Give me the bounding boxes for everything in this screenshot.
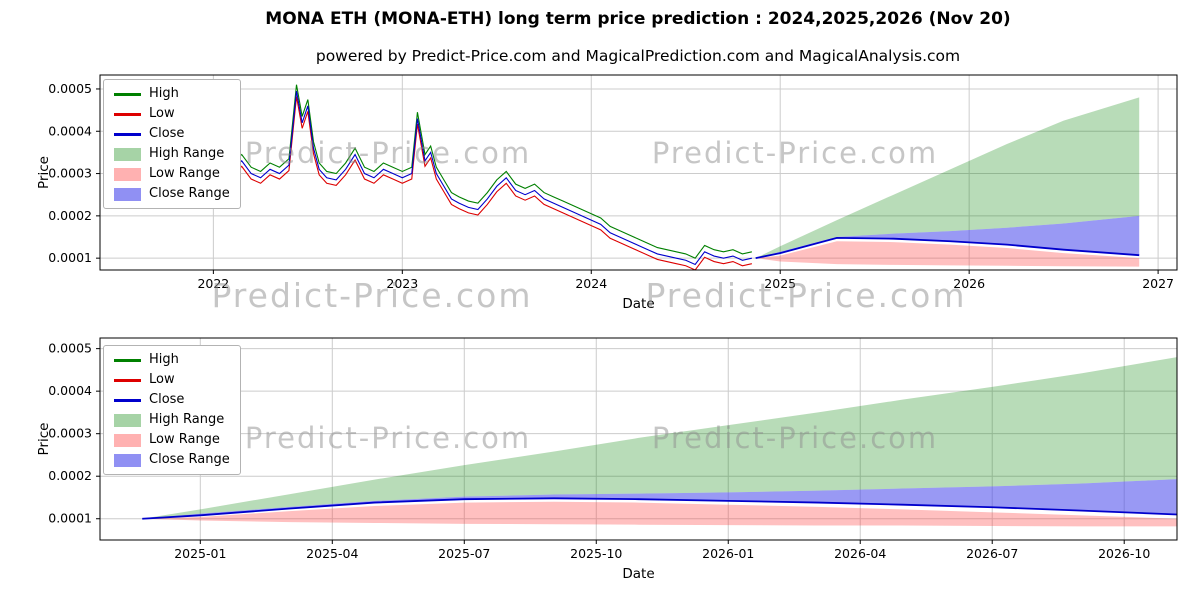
legend-item: High Range xyxy=(114,413,230,427)
x-tick-label: 2026 xyxy=(953,276,985,291)
legend-swatch-low-range-icon xyxy=(114,167,141,181)
chart-title: MONA ETH (MONA-ETH) long term price pred… xyxy=(265,9,1011,29)
grid xyxy=(100,75,1177,270)
legend-label: High xyxy=(149,86,179,101)
legend-label: High xyxy=(149,352,179,367)
grid xyxy=(100,338,1177,540)
x-tick-label: 2025-01 xyxy=(174,546,226,561)
legend-label: Low Range xyxy=(149,166,220,181)
legend-swatch-high-icon xyxy=(114,92,141,96)
x-tick-label: 2026-10 xyxy=(1098,546,1150,561)
legend-item: High xyxy=(114,87,230,101)
legend-item: Low xyxy=(114,107,230,121)
axes: 2022 2023 2024 2025 2026 2027 0.0001 0.0002 0.00… xyxy=(48,81,1174,291)
x-tick-label: 2025 xyxy=(764,276,796,291)
x-tick-label: 2027 xyxy=(1142,276,1174,291)
x-tick-label: 2026-01 xyxy=(702,546,754,561)
legend-item: High xyxy=(114,353,230,367)
legend-swatch-low-icon xyxy=(114,378,141,382)
forecast-close-line xyxy=(755,236,1140,260)
legend: High Low Close High Range Low Range Close Ran… xyxy=(103,79,241,209)
legend-item: Close Range xyxy=(114,453,230,467)
legend-label: High Range xyxy=(149,412,225,427)
y-tick-label: 0.0005 xyxy=(48,81,92,96)
legend-swatch-close-icon xyxy=(114,132,141,136)
x-tick-label: 2026-07 xyxy=(966,546,1018,561)
legend-label: Close xyxy=(149,126,185,141)
y-tick-label: 0.0004 xyxy=(48,383,92,398)
forecast-bands xyxy=(142,357,1177,527)
legend-item: Low xyxy=(114,373,230,387)
legend: High Low Close High Range Low Range Close Ran… xyxy=(103,345,241,475)
x-axis-label: Date xyxy=(622,566,654,582)
high-range-band xyxy=(142,357,1177,519)
legend-item: Close xyxy=(114,127,230,141)
low-range-band xyxy=(755,241,1140,267)
y-tick-label: 0.0002 xyxy=(48,208,92,223)
legend-label: Low xyxy=(149,372,175,387)
y-tick-label: 0.0001 xyxy=(48,511,92,526)
high-range-band xyxy=(755,97,1140,259)
price-history-and-forecast-chart: 2022 2023 2024 2025 2026 2027 0.0001 0.0002 0.00… xyxy=(36,74,1178,312)
y-tick-label: 0.0003 xyxy=(48,426,92,441)
legend-item: Close xyxy=(114,393,230,407)
plot-frame xyxy=(99,337,1178,541)
legend-swatch-close-range-icon xyxy=(114,187,141,201)
forecast-detail-chart: 2025-01 2025-04 2025-07 2025-10 2026-01 2026-… xyxy=(36,337,1178,582)
legend-swatch-high-icon xyxy=(114,358,141,362)
legend-label: High Range xyxy=(149,146,225,161)
low-range-band xyxy=(142,501,1177,527)
chart-subtitle: powered by Predict-Price.com and Magical… xyxy=(315,47,961,65)
legend-label: Low xyxy=(149,106,175,121)
legend-item: Low Range xyxy=(114,433,230,447)
x-tick-label: 2022 xyxy=(197,276,229,291)
legend-swatch-high-range-icon xyxy=(114,413,141,427)
x-tick-label: 2024 xyxy=(575,276,607,291)
forecast-close-line xyxy=(142,497,1178,520)
legend-label: Close Range xyxy=(149,452,230,467)
x-axis-label: Date xyxy=(622,296,654,312)
y-axis-label: Price xyxy=(36,423,52,456)
legend-swatch-close-icon xyxy=(114,398,141,402)
legend-label: Close xyxy=(149,392,185,407)
legend-swatch-low-icon xyxy=(114,112,141,116)
legend-swatch-low-range-icon xyxy=(114,433,141,447)
axes: 2025-01 2025-04 2025-07 2025-10 2026-01 2026-… xyxy=(48,341,1150,561)
y-axis-label: Price xyxy=(36,156,52,189)
y-tick-label: 0.0002 xyxy=(48,468,92,483)
y-tick-label: 0.0003 xyxy=(48,166,92,181)
legend-label: Low Range xyxy=(149,432,220,447)
x-tick-label: 2025-07 xyxy=(438,546,490,561)
legend-label: Close Range xyxy=(149,186,230,201)
x-tick-label: 2025-04 xyxy=(306,546,358,561)
legend-item: Close Range xyxy=(114,187,230,201)
x-tick-label: 2026-04 xyxy=(834,546,886,561)
legend-swatch-close-range-icon xyxy=(114,453,141,467)
y-tick-label: 0.0001 xyxy=(48,250,92,265)
legend-swatch-high-range-icon xyxy=(114,147,141,161)
legend-item: High Range xyxy=(114,147,230,161)
legend-item: Low Range xyxy=(114,167,230,181)
y-tick-label: 0.0004 xyxy=(48,123,92,138)
x-tick-label: 2025-10 xyxy=(570,546,622,561)
plot-frame xyxy=(99,74,1178,271)
y-tick-label: 0.0005 xyxy=(48,341,92,356)
x-tick-label: 2023 xyxy=(386,276,418,291)
